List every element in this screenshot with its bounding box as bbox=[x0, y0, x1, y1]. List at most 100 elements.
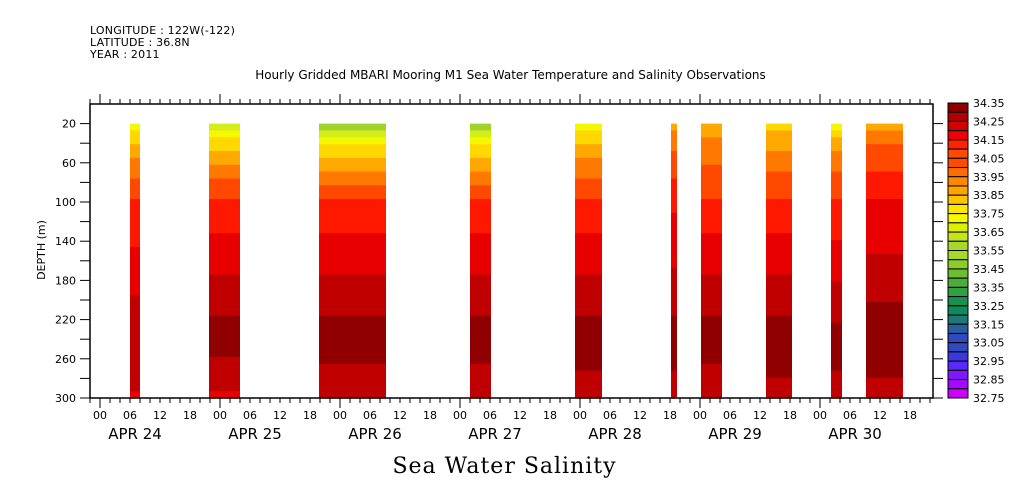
salinity-cell bbox=[575, 219, 602, 228]
x-day-label: APR 29 bbox=[708, 425, 762, 443]
salinity-cell bbox=[130, 384, 140, 392]
salinity-cell bbox=[130, 308, 140, 317]
salinity-cell bbox=[766, 253, 792, 262]
salinity-cell bbox=[575, 288, 602, 296]
x-hour-tick-label: 12 bbox=[753, 409, 767, 422]
salinity-cell bbox=[319, 377, 386, 385]
colorbar-swatch bbox=[947, 130, 969, 141]
salinity-cell bbox=[209, 343, 240, 351]
salinity-cell bbox=[866, 233, 903, 241]
salinity-cell bbox=[575, 192, 602, 200]
salinity-cell bbox=[766, 336, 792, 344]
salinity-cell bbox=[319, 123, 386, 132]
salinity-cell bbox=[575, 384, 602, 392]
data-segment bbox=[470, 123, 491, 399]
salinity-cell bbox=[701, 253, 722, 262]
data-segment bbox=[575, 123, 602, 399]
salinity-cell bbox=[575, 377, 602, 385]
salinity-cell bbox=[130, 171, 140, 180]
x-hour-tick-label: 12 bbox=[513, 409, 527, 422]
salinity-cell bbox=[209, 336, 240, 344]
salinity-cell bbox=[766, 384, 792, 392]
colorbar-swatch bbox=[947, 369, 969, 381]
salinity-cell bbox=[701, 363, 722, 372]
salinity-cell bbox=[209, 288, 240, 296]
salinity-cell bbox=[766, 370, 792, 379]
data-segment bbox=[831, 123, 842, 399]
salinity-cell bbox=[319, 349, 386, 358]
salinity-cell bbox=[671, 199, 677, 207]
salinity-cell bbox=[671, 336, 677, 344]
salinity-cell bbox=[701, 144, 722, 152]
salinity-cell bbox=[209, 384, 240, 392]
data-segment bbox=[701, 123, 722, 399]
salinity-cell bbox=[319, 247, 386, 255]
salinity-cell bbox=[470, 370, 491, 379]
x-hour-tick-label: 00 bbox=[333, 409, 347, 422]
salinity-cell bbox=[766, 137, 792, 145]
salinity-cell bbox=[701, 199, 722, 207]
salinity-cell bbox=[866, 199, 903, 207]
salinity-cell bbox=[130, 260, 140, 269]
salinity-cell bbox=[130, 240, 140, 248]
salinity-cell bbox=[701, 315, 722, 324]
salinity-cell bbox=[671, 130, 677, 138]
salinity-cell bbox=[766, 226, 792, 234]
salinity-cell bbox=[766, 343, 792, 351]
salinity-cell bbox=[209, 308, 240, 317]
salinity-cell bbox=[209, 315, 240, 324]
colorbar-swatch bbox=[947, 388, 969, 399]
salinity-cell bbox=[470, 185, 491, 193]
salinity-cell bbox=[671, 137, 677, 145]
salinity-cell bbox=[209, 123, 240, 132]
salinity-cell bbox=[701, 123, 722, 132]
salinity-cell bbox=[766, 391, 792, 399]
salinity-cell bbox=[866, 370, 903, 379]
salinity-cell bbox=[319, 301, 386, 310]
salinity-cell bbox=[319, 308, 386, 317]
x-day-label: APR 26 bbox=[348, 425, 402, 443]
data-segment bbox=[319, 123, 386, 399]
salinity-cell bbox=[671, 377, 677, 385]
colorbar-swatch bbox=[947, 157, 969, 169]
salinity-cell bbox=[671, 233, 677, 241]
salinity-cell bbox=[766, 240, 792, 248]
salinity-cell bbox=[671, 185, 677, 193]
x-day-label: APR 28 bbox=[588, 425, 642, 443]
colorbar-label: 34.35 bbox=[973, 97, 1005, 110]
salinity-cell bbox=[470, 295, 491, 303]
salinity-cell bbox=[130, 164, 140, 173]
salinity-cell bbox=[701, 391, 722, 399]
salinity-cell bbox=[766, 377, 792, 385]
salinity-cell bbox=[319, 151, 386, 159]
salinity-cell bbox=[470, 274, 491, 282]
salinity-cell bbox=[831, 157, 842, 166]
salinity-cell bbox=[575, 199, 602, 207]
salinity-cell bbox=[319, 281, 386, 289]
salinity-cell bbox=[766, 274, 792, 282]
salinity-cell bbox=[766, 178, 792, 186]
salinity-cell bbox=[701, 164, 722, 173]
salinity-cell bbox=[575, 349, 602, 358]
salinity-cell bbox=[130, 185, 140, 193]
x-day-label: APR 30 bbox=[828, 425, 882, 443]
salinity-cell bbox=[209, 370, 240, 379]
salinity-cell bbox=[575, 391, 602, 399]
colorbar-label: 33.95 bbox=[973, 171, 1005, 184]
x-hour-tick-label: 06 bbox=[483, 409, 497, 422]
salinity-cell bbox=[866, 144, 903, 152]
salinity-cell bbox=[831, 343, 842, 351]
salinity-cell bbox=[671, 363, 677, 372]
salinity-cell bbox=[319, 199, 386, 207]
salinity-cell bbox=[671, 260, 677, 269]
salinity-cell bbox=[209, 356, 240, 365]
salinity-cell bbox=[319, 274, 386, 282]
salinity-cell bbox=[130, 377, 140, 385]
salinity-cell bbox=[130, 157, 140, 166]
salinity-cell bbox=[831, 171, 842, 180]
salinity-cell bbox=[470, 315, 491, 324]
colorbar-swatch bbox=[947, 240, 969, 251]
salinity-cell bbox=[831, 205, 842, 214]
salinity-cell bbox=[671, 164, 677, 173]
